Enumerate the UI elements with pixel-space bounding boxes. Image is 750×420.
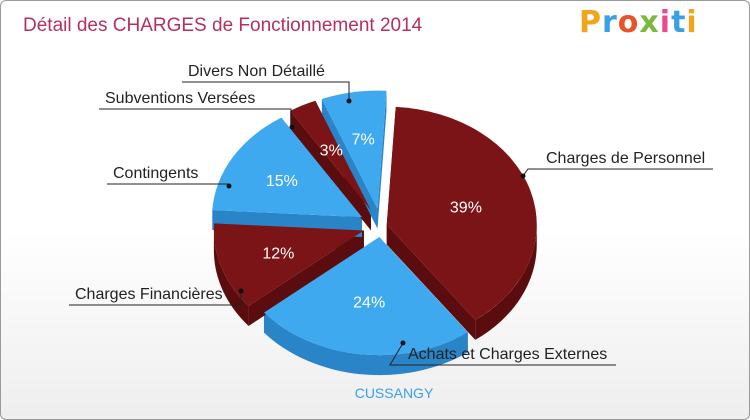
category-label: Subventions Versées [105, 90, 255, 107]
leader-dot [238, 288, 244, 294]
commune-name: CUSSANGY [354, 385, 434, 401]
value-label: 39% [450, 199, 482, 216]
value-label: 15% [266, 173, 298, 190]
slice-face [290, 110, 371, 231]
leader-line [182, 81, 350, 101]
leader-dot [520, 173, 526, 179]
slice-face [386, 224, 476, 340]
leader-dot [226, 183, 232, 189]
slice-subventions-vers-es [290, 100, 371, 211]
chart-title: Détail des CHARGES de Fonctionnement 201… [23, 15, 423, 36]
leader-dot [289, 124, 295, 130]
leader-dot [346, 98, 352, 104]
leader-dot [400, 340, 406, 346]
slice-side [263, 312, 468, 376]
pie-value-labels: 39% 24% 12% 15% 3% 7% [262, 132, 482, 312]
value-label: 3% [320, 142, 343, 159]
leader-line [99, 108, 293, 128]
slice-side [475, 224, 537, 340]
slice-charges-de-personnel [386, 106, 537, 320]
slice-contingents [212, 117, 363, 218]
leader-line [522, 168, 713, 177]
value-label: 7% [352, 132, 375, 149]
pie-leader-lines [69, 81, 713, 366]
slice-charges-financi-res [213, 223, 364, 306]
leader-line [389, 342, 616, 366]
leader-line [69, 291, 242, 306]
pie-category-labels: Charges de Personnel Achats et Charges Ex… [75, 63, 705, 363]
category-label: Divers Non Détaillé [188, 63, 325, 80]
slice-achats-et-charges-externes [263, 237, 468, 356]
slice-face [377, 90, 387, 229]
category-label: Charges de Personnel [546, 150, 705, 167]
value-label: 12% [262, 246, 294, 263]
pie-tops [212, 90, 537, 356]
slice-face [248, 230, 364, 326]
slice-divers-non-d-taill- [321, 90, 387, 209]
category-label: Contingents [113, 165, 198, 182]
leader-line [107, 183, 230, 186]
category-label: Charges Financières [75, 286, 223, 303]
slice-side [213, 230, 249, 326]
proxiti-logo[interactable]: Proxiti [579, 5, 698, 40]
category-label: Achats et Charges Externes [408, 346, 607, 363]
value-label: 24% [353, 295, 385, 312]
